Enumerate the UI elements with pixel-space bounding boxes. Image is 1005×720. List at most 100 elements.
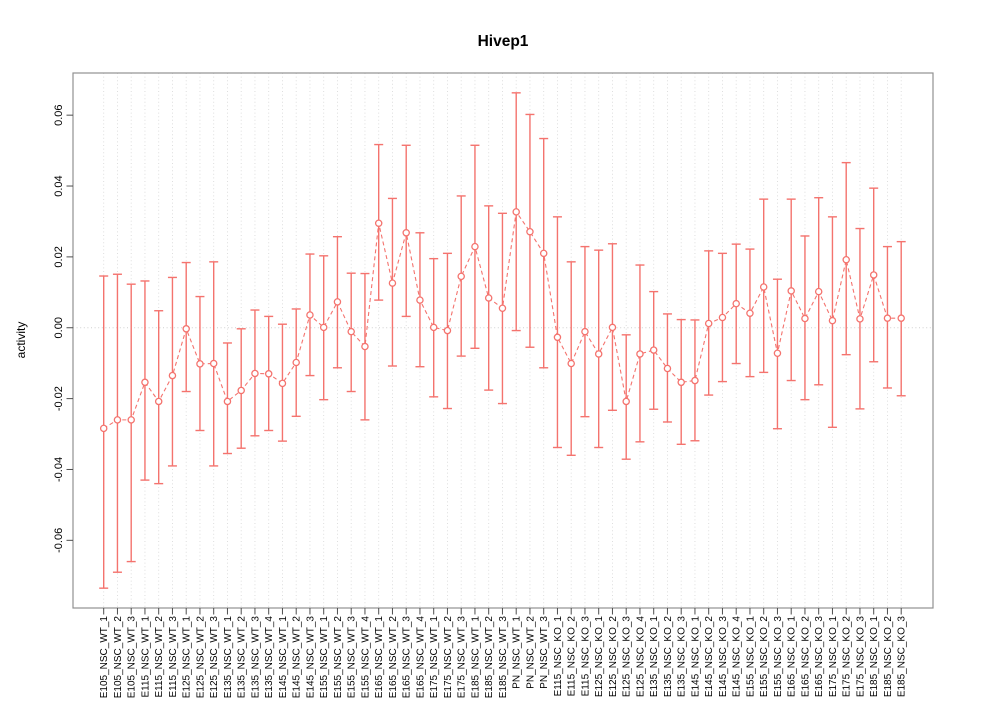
data-point: [869, 271, 878, 279]
y-tick-label: 0.02: [53, 246, 65, 267]
x-tick-label: E165_NSC_WT_2: [388, 616, 399, 699]
x-tick-label: E145_NSC_KO_3: [718, 616, 729, 698]
x-tick-label: PN_NSC_WT_3: [539, 616, 550, 689]
data-point: [113, 416, 122, 424]
data-point: [677, 378, 685, 387]
data-point: [594, 350, 603, 358]
x-tick-label: E135_NSC_KO_1: [649, 616, 660, 698]
data-point: [608, 323, 617, 332]
x-tick-label: E165_NSC_KO_2: [800, 616, 811, 698]
x-tick-label: E175_NSC_KO_1: [828, 616, 839, 698]
x-tick-label: E125_NSC_WT_1: [182, 616, 193, 699]
data-point: [306, 311, 314, 319]
x-tick-label: E145_NSC_KO_1: [690, 616, 701, 698]
chart-title: Hivep1: [478, 33, 529, 50]
data-point: [127, 416, 135, 424]
x-tick-label: E155_NSC_KO_3: [773, 616, 784, 698]
data-point: [416, 296, 424, 304]
x-tick-label: E135_NSC_WT_4: [264, 616, 275, 699]
x-tick-label: E175_NSC_KO_3: [855, 616, 866, 698]
x-tick-label: E105_NSC_WT_3: [127, 616, 138, 699]
x-tick-label: E175_NSC_WT_3: [457, 616, 468, 699]
x-tick-label: E125_NSC_WT_3: [209, 616, 220, 699]
data-point: [773, 349, 782, 358]
x-tick-label: E115_NSC_WT_3: [168, 616, 179, 698]
data-point: [759, 283, 768, 291]
data-point: [196, 360, 204, 368]
x-tick-label: E185_NSC_WT_2: [484, 616, 495, 699]
data-point: [278, 379, 287, 388]
data-point: [553, 333, 562, 342]
x-tick-label: E125_NSC_KO_4: [635, 616, 646, 698]
data-point: [251, 369, 259, 378]
data-point: [718, 313, 727, 322]
y-tick-label: 0.04: [53, 175, 65, 196]
x-tick-label: E145_NSC_KO_4: [732, 616, 743, 698]
x-tick-label: E185_NSC_WT_1: [470, 616, 481, 699]
data-point: [498, 304, 507, 313]
x-tick-label: E135_NSC_WT_1: [223, 616, 234, 699]
x-tick-label: E185_NSC_KO_3: [897, 616, 908, 698]
data-point: [154, 397, 163, 406]
data-point: [319, 323, 328, 332]
data-point: [141, 378, 149, 387]
x-tick-label: E165_NSC_WT_1: [374, 616, 385, 699]
x-tick-label: E115_NSC_KO_2: [567, 616, 578, 697]
data-point: [209, 359, 218, 368]
y-axis-label: activity: [14, 322, 28, 359]
x-tick-label: E155_NSC_KO_1: [745, 616, 756, 698]
data-point: [99, 424, 108, 433]
data-point: [842, 255, 850, 264]
data-point: [443, 326, 452, 335]
data-point: [333, 298, 342, 306]
data-point: [691, 376, 699, 385]
data-point: [732, 299, 740, 308]
x-tick-label: E125_NSC_KO_3: [622, 616, 633, 698]
y-tick-label: -0.04: [53, 457, 65, 482]
x-tick-label: E155_NSC_WT_1: [319, 616, 330, 699]
data-point: [636, 350, 644, 358]
plot-frame: [72, 72, 934, 609]
x-tick-label: E145_NSC_WT_1: [278, 616, 289, 699]
data-point: [402, 229, 410, 237]
x-tick-label: E155_NSC_WT_4: [360, 616, 371, 699]
data-point: [457, 272, 465, 281]
data-point: [264, 370, 273, 378]
x-tick-label: E165_NSC_KO_1: [787, 616, 798, 698]
data-point: [567, 359, 575, 368]
data-point: [374, 219, 383, 227]
data-point: [897, 314, 905, 322]
data-point: [663, 364, 672, 373]
data-point: [237, 386, 245, 395]
x-tick-label: E155_NSC_KO_2: [759, 616, 770, 698]
x-tick-label: E115_NSC_WT_2: [154, 616, 165, 698]
data-point: [484, 294, 493, 302]
plot-area: -0.06 -0.04 -0.02 0.00 0.02 0.04 0.06 E105_NSC_…: [53, 72, 934, 699]
x-tick-label: E135_NSC_KO_3: [677, 616, 688, 698]
data-point: [512, 208, 520, 216]
x-tick-label: E115_NSC_KO_3: [580, 616, 591, 697]
x-tick-label: E105_NSC_WT_1: [99, 616, 110, 699]
x-tick-label: E125_NSC_KO_1: [594, 616, 605, 698]
data-point: [429, 323, 438, 332]
x-tick-label: E165_NSC_WT_4: [415, 616, 426, 699]
x-tick-label: E135_NSC_WT_3: [250, 616, 261, 699]
data-point: [361, 342, 369, 351]
y-tick-label: -0.06: [53, 528, 65, 553]
x-tick-label: E185_NSC_KO_2: [883, 616, 894, 698]
data-point: [856, 315, 864, 323]
data-point: [622, 397, 630, 406]
data-point: [704, 319, 713, 328]
data-point: [539, 249, 548, 258]
x-tick-label: E115_NSC_WT_1: [140, 616, 151, 698]
x-tick-label: E185_NSC_KO_1: [869, 616, 880, 698]
x-tick-label: E115_NSC_KO_1: [553, 616, 564, 697]
data-point: [883, 314, 892, 322]
data-point: [828, 316, 837, 325]
data-point: [814, 287, 823, 296]
x-tick-label: E145_NSC_WT_3: [305, 616, 316, 699]
data-point: [471, 242, 479, 251]
x-tick-label: E175_NSC_KO_2: [842, 616, 853, 698]
